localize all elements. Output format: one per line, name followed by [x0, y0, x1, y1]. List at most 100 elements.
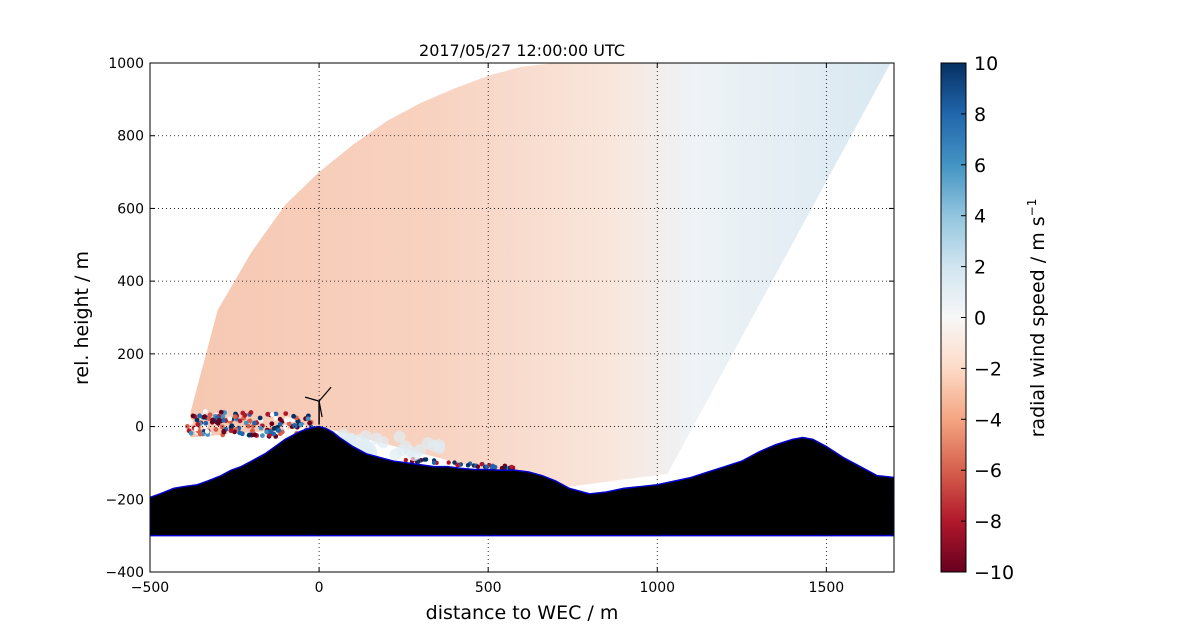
- x-tick-label: 1000: [639, 580, 675, 596]
- noise-dot: [216, 417, 222, 423]
- noise-dot: [250, 428, 255, 434]
- noise-dot: [247, 418, 253, 424]
- turbine-blade: [304, 396, 320, 402]
- noise-dot: [273, 416, 279, 421]
- y-tick-label: 0: [135, 420, 144, 436]
- noise-dot: [291, 413, 297, 419]
- colorbar-tick-label: 8: [974, 104, 986, 126]
- turbine-blade: [318, 386, 332, 402]
- wake-dot: [421, 437, 434, 450]
- noise-dot: [213, 427, 219, 432]
- noise-dot: [264, 429, 270, 435]
- noise-dot: [269, 412, 275, 418]
- x-tick-label: 500: [475, 580, 502, 596]
- noise-dot: [509, 464, 514, 470]
- noise-dot: [275, 427, 281, 433]
- noise-dot: [475, 464, 481, 469]
- noise-dot: [305, 416, 311, 422]
- noise-dot: [252, 420, 257, 426]
- colorbar-label-superscript: −1: [1025, 199, 1039, 217]
- noise-dot: [484, 464, 489, 469]
- noise-dot: [269, 421, 275, 427]
- noise-dot: [221, 417, 226, 423]
- noise-dot: [245, 423, 251, 429]
- noise-dot: [190, 413, 196, 419]
- noise-dot: [307, 420, 313, 426]
- noise-dot: [499, 465, 505, 471]
- y-tick-label: 200: [117, 347, 144, 363]
- noise-dot: [423, 457, 429, 462]
- noise-dot: [203, 420, 209, 426]
- y-axis-ticks: −400 −200 0 200 400 600 800 1000: [106, 56, 894, 581]
- noise-dot: [242, 412, 248, 418]
- colorbar-tick-label: 4: [974, 206, 986, 228]
- x-tick-label: 1500: [809, 580, 845, 596]
- colorbar-tick-label: −8: [974, 511, 1002, 533]
- noise-dot: [277, 416, 283, 422]
- noise-dot: [237, 418, 243, 424]
- noise-dot: [193, 426, 199, 432]
- noise-dot: [227, 416, 233, 422]
- noise-dot: [204, 428, 210, 434]
- noise-dot: [286, 417, 291, 423]
- colorbar-tick-label: −6: [974, 460, 1002, 482]
- noise-dot: [455, 462, 460, 467]
- colorbar-tick-label: −2: [974, 358, 1002, 380]
- noise-dot: [185, 423, 190, 429]
- noise-dot: [268, 429, 274, 435]
- noise-dot: [188, 419, 194, 425]
- noise-dot: [207, 412, 213, 418]
- wake-dot: [363, 441, 376, 454]
- noise-dot: [197, 413, 202, 419]
- noise-dot: [271, 425, 277, 431]
- wake-dot: [404, 445, 417, 458]
- grid-lines: [150, 63, 894, 572]
- colorbar-label-main: radial wind speed / m s: [1027, 216, 1049, 437]
- noise-dot: [490, 463, 496, 469]
- x-axis-label: distance to WEC / m: [426, 602, 619, 624]
- y-tick-label: 1000: [108, 56, 144, 72]
- noise-dot: [202, 414, 208, 420]
- noise-dot: [286, 421, 292, 427]
- noise-dot: [292, 423, 298, 429]
- noise-dot: [452, 460, 457, 465]
- colorbar-tick-label: 10: [974, 53, 998, 75]
- colorbar-tick-label: 0: [974, 308, 986, 330]
- noise-dot: [194, 417, 200, 423]
- colorbar-label: radial wind speed / m s−1: [1025, 199, 1049, 438]
- noise-dot: [218, 409, 224, 415]
- noise-dot: [221, 428, 227, 434]
- terrain: [150, 425, 894, 537]
- noise-dot: [246, 432, 252, 438]
- x-tick-label: 0: [315, 580, 324, 596]
- colorbar-tick-label: −4: [974, 409, 1002, 431]
- wake-dot: [432, 439, 445, 452]
- noise-dot: [259, 433, 265, 439]
- y-tick-label: 400: [117, 274, 144, 290]
- noise-dot: [197, 431, 203, 437]
- noise-dot: [431, 460, 437, 465]
- noise-dot: [283, 411, 289, 416]
- y-axis-label: rel. height / m: [71, 251, 93, 385]
- x-axis-ticks: −500 0 500 1000 1500: [131, 63, 844, 596]
- colorbar-tick-label: 2: [974, 257, 986, 279]
- colorbar-tick-label: 6: [974, 155, 986, 177]
- wind-turbine-icon: [304, 386, 332, 425]
- plot-frame: [149, 62, 895, 573]
- noise-dot: [279, 429, 285, 435]
- noise-dot: [210, 417, 216, 423]
- noise-dot: [416, 459, 421, 464]
- noise-dot: [446, 460, 451, 465]
- scan-field: [190, 63, 891, 489]
- noise-dot: [248, 410, 254, 415]
- noise-dot: [252, 432, 258, 438]
- noise-dot: [188, 430, 194, 436]
- noise-dot: [203, 409, 208, 414]
- noise-dot: [237, 430, 243, 436]
- noise-dot: [403, 457, 409, 463]
- colorbar-tick-label: −10: [974, 562, 1014, 584]
- noise-dot: [228, 428, 234, 434]
- noise-dot: [273, 411, 279, 417]
- wake-dot: [370, 432, 383, 445]
